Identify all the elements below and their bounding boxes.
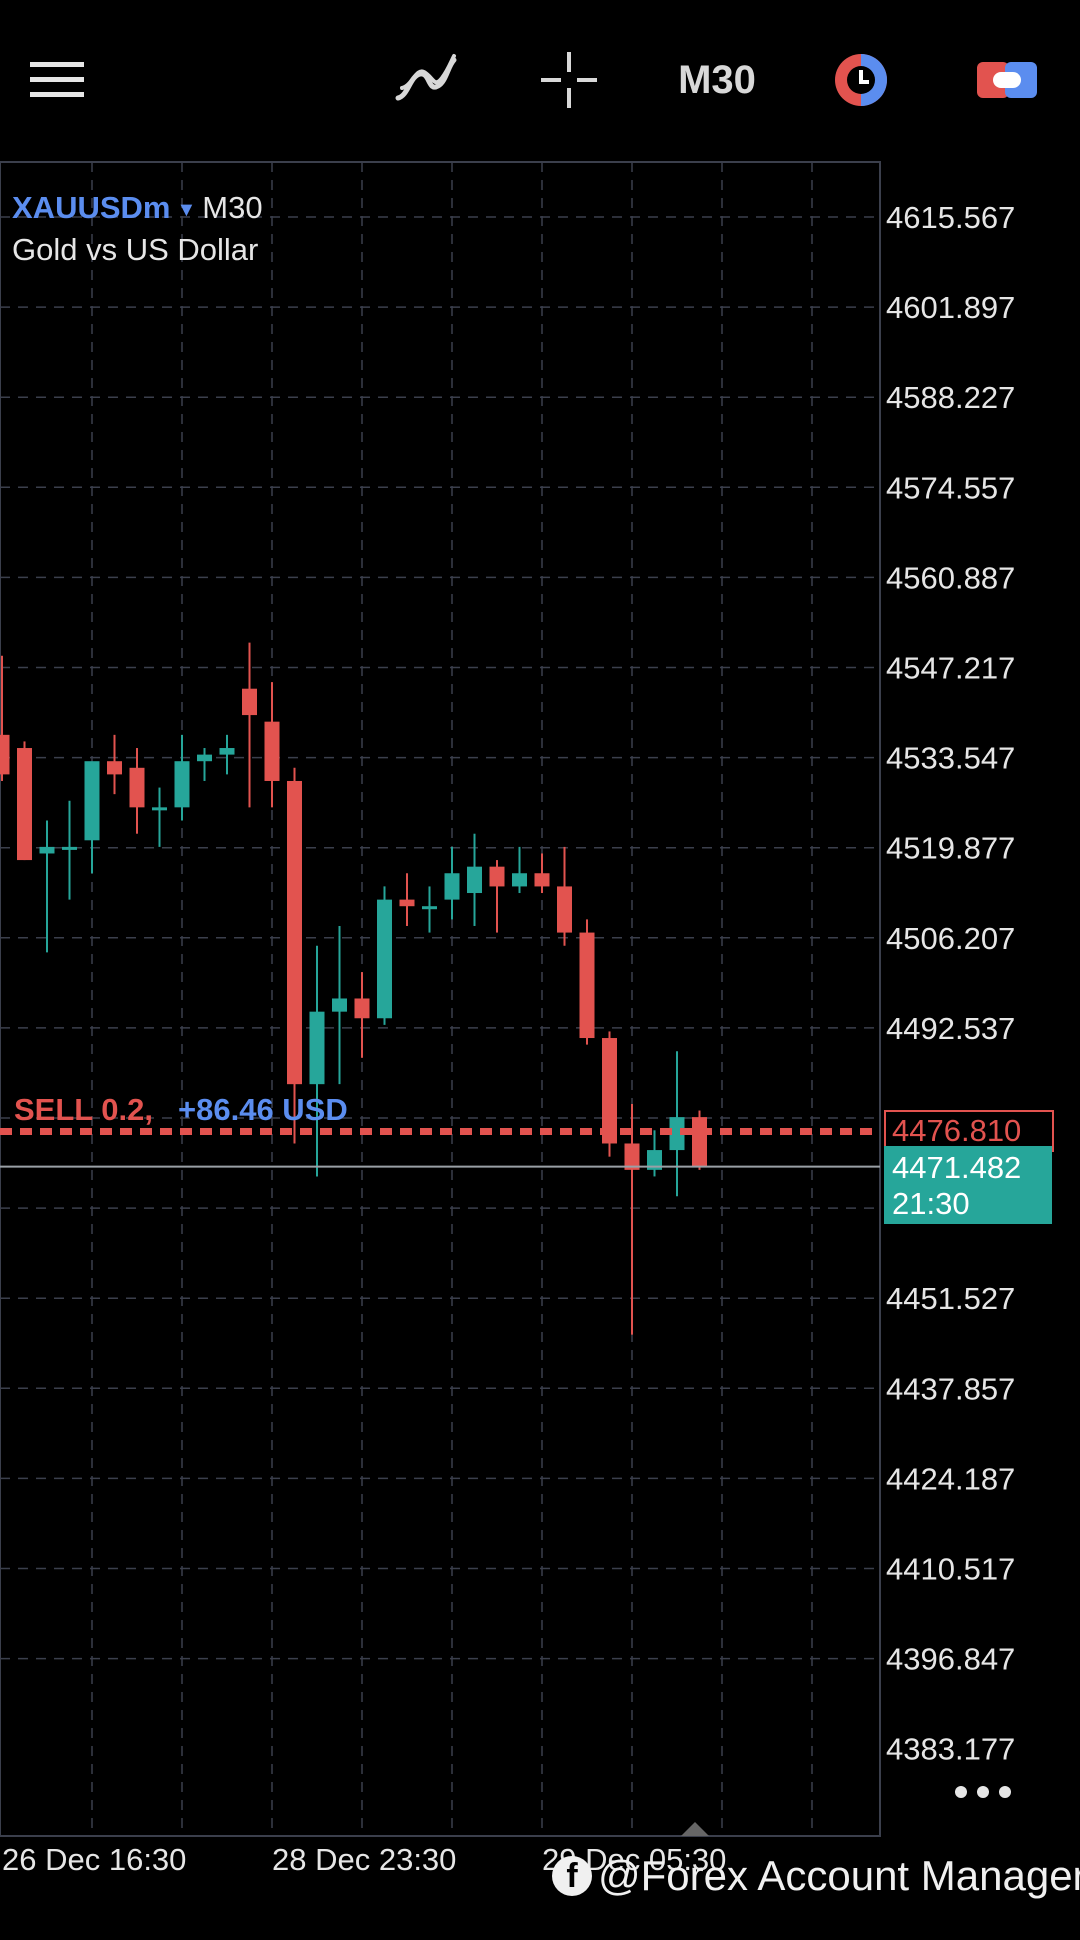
candle-body <box>332 998 347 1012</box>
candle-body <box>444 873 460 900</box>
candle-body <box>84 761 100 841</box>
symbol-name[interactable]: XAUUSDm <box>12 190 171 225</box>
price-axis-label: 4547.217 <box>886 651 1015 686</box>
candle-body <box>579 932 595 1039</box>
candle-body <box>0 734 10 775</box>
candle-body <box>602 1038 617 1144</box>
candle-body <box>219 748 235 755</box>
price-axis-label: 4424.187 <box>886 1461 1015 1496</box>
symbol-description: Gold vs US Dollar <box>12 231 259 267</box>
candle-body <box>39 846 55 854</box>
symbol-timeframe: M30 <box>202 190 263 225</box>
candle-body <box>287 780 302 1085</box>
price-axis-label: 4533.547 <box>886 741 1015 776</box>
price-axis-label: 4437.857 <box>886 1371 1015 1406</box>
candle-body <box>354 998 370 1019</box>
price-axis-label: 4396.847 <box>886 1642 1015 1677</box>
candle-body <box>152 807 167 811</box>
candle-body <box>557 886 572 933</box>
time-axis-label: 28 Dec 23:30 <box>272 1842 456 1877</box>
price-axis-label: 4574.557 <box>886 470 1015 505</box>
top-toolbar: M30 <box>0 0 1080 150</box>
watermark: f @Forex Account Manager <box>552 1852 1080 1900</box>
candle-body <box>377 899 392 1019</box>
last-price-tag: 4471.482 21:30 <box>884 1146 1052 1224</box>
chart-grid <box>0 161 881 1837</box>
order-label[interactable]: SELL 0.2, <box>14 1092 153 1127</box>
trade-toggle-icon[interactable] <box>972 40 1042 120</box>
candle-body <box>264 721 280 781</box>
price-axis-label: 4506.207 <box>886 921 1015 956</box>
price-axis: 4615.567 4601.897 4588.227 4574.557 4560.887… <box>886 200 1015 1767</box>
price-axis-label: 4615.567 <box>886 200 1015 235</box>
crosshair-icon[interactable] <box>534 40 604 120</box>
candle-body <box>399 899 415 907</box>
price-axis-label: 4560.887 <box>886 560 1015 595</box>
candle-body <box>467 866 482 894</box>
last-price-time: 21:30 <box>892 1186 970 1221</box>
price-axis-label: 4588.227 <box>886 380 1015 415</box>
price-axis-label: 4519.877 <box>886 831 1015 866</box>
price-axis-label: 4492.537 <box>886 1011 1015 1046</box>
chart-frame <box>0 161 881 1837</box>
candle-body <box>647 1150 662 1170</box>
candle-body <box>17 748 32 861</box>
candle-body <box>489 866 505 887</box>
price-axis-label: 4601.897 <box>886 290 1015 325</box>
order-profit: +86.46 USD <box>178 1092 348 1127</box>
facebook-icon: f <box>552 1856 592 1896</box>
candle-body <box>242 688 257 716</box>
more-options-icon[interactable] <box>948 1772 1018 1812</box>
price-axis-label: 4383.177 <box>886 1732 1015 1767</box>
candle-body <box>692 1117 707 1167</box>
timeframe-selector[interactable]: M30 <box>672 40 762 120</box>
dropdown-triangle-icon[interactable]: ▼ <box>176 198 197 221</box>
candle-body <box>129 767 145 808</box>
timeframe-label: M30 <box>678 57 756 102</box>
candle-body <box>669 1117 685 1151</box>
candle-body <box>534 873 550 887</box>
price-axis-label: 4451.527 <box>886 1281 1015 1316</box>
candle-body <box>174 761 190 808</box>
bid-price-tag: 4476.810 <box>884 1110 1054 1152</box>
candle-body <box>512 873 527 887</box>
symbol-info: XAUUSDm ▼ M30 Gold vs US Dollar <box>12 188 263 270</box>
price-lines <box>0 1128 880 1168</box>
candlesticks <box>0 642 707 1335</box>
time-axis-label: 26 Dec 16:30 <box>2 1842 186 1877</box>
trading-clock-icon[interactable] <box>828 40 894 120</box>
hamburger-menu-icon[interactable] <box>24 40 90 120</box>
candle-body <box>624 1143 640 1170</box>
candle-body <box>62 846 77 850</box>
price-axis-label: 4410.517 <box>886 1552 1015 1587</box>
last-price-value: 4471.482 <box>892 1150 1022 1185</box>
candle-body <box>197 754 212 762</box>
candle-body <box>422 906 437 910</box>
scroll-handle-icon[interactable] <box>681 1822 709 1836</box>
candle-body <box>107 761 122 775</box>
watermark-text: @Forex Account Manager <box>598 1852 1080 1899</box>
indicators-icon[interactable] <box>386 40 466 120</box>
candle-body <box>309 1011 325 1085</box>
